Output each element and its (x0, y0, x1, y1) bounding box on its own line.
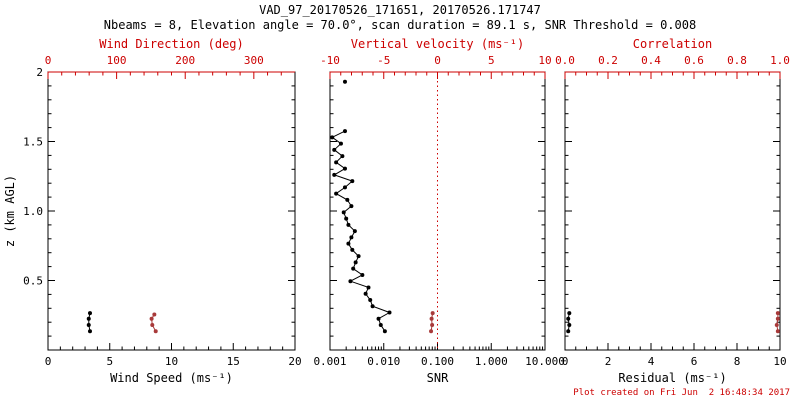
svg-text:100: 100 (107, 54, 127, 67)
svg-text:5: 5 (488, 54, 495, 67)
svg-text:1.000: 1.000 (475, 355, 508, 368)
svg-text:1.0: 1.0 (23, 205, 43, 218)
plot-title: VAD_97_20170526_171651, 20170526.171747 (259, 3, 541, 17)
svg-text:15: 15 (227, 355, 240, 368)
svg-text:0.0: 0.0 (555, 54, 575, 67)
svg-text:10: 10 (165, 355, 178, 368)
svg-text:Correlation: Correlation (633, 37, 712, 51)
svg-text:Vertical velocity (ms⁻¹): Vertical velocity (ms⁻¹) (351, 37, 524, 51)
svg-text:-10: -10 (320, 54, 340, 67)
svg-text:10.000: 10.000 (525, 355, 565, 368)
svg-text:6: 6 (691, 355, 698, 368)
svg-text:10: 10 (773, 355, 786, 368)
svg-text:0: 0 (562, 355, 569, 368)
svg-text:10: 10 (538, 54, 551, 67)
svg-text:2: 2 (605, 355, 612, 368)
svg-text:0.4: 0.4 (641, 54, 661, 67)
svg-text:2: 2 (36, 66, 43, 79)
svg-text:1.0: 1.0 (770, 54, 790, 67)
svg-text:0.010: 0.010 (367, 355, 400, 368)
svg-text:0.001: 0.001 (313, 355, 346, 368)
svg-text:0: 0 (45, 355, 52, 368)
svg-text:0.2: 0.2 (598, 54, 618, 67)
svg-text:SNR: SNR (427, 371, 449, 385)
svg-text:Residual (ms⁻¹): Residual (ms⁻¹) (618, 371, 726, 385)
svg-text:5: 5 (106, 355, 113, 368)
plot-created-timestamp: Plot created on Fri Jun 2 16:48:34 2017 (573, 388, 790, 398)
svg-text:Wind Direction (deg): Wind Direction (deg) (99, 37, 244, 51)
svg-text:-5: -5 (377, 54, 390, 67)
svg-text:z (km AGL): z (km AGL) (3, 175, 17, 247)
svg-text:0: 0 (45, 54, 52, 67)
svg-text:20: 20 (288, 355, 301, 368)
svg-text:8: 8 (734, 355, 741, 368)
svg-text:200: 200 (175, 54, 195, 67)
svg-text:0.100: 0.100 (421, 355, 454, 368)
svg-text:Wind Speed (ms⁻¹): Wind Speed (ms⁻¹) (110, 371, 233, 385)
svg-text:1.5: 1.5 (23, 136, 43, 149)
svg-text:0.6: 0.6 (684, 54, 704, 67)
svg-text:0: 0 (434, 54, 441, 67)
svg-text:4: 4 (648, 355, 655, 368)
svg-text:0.8: 0.8 (727, 54, 747, 67)
plot-subtitle: Nbeams = 8, Elevation angle = 70.0°, sca… (103, 18, 697, 32)
svg-text:300: 300 (244, 54, 264, 67)
svg-text:0.5: 0.5 (23, 275, 43, 288)
